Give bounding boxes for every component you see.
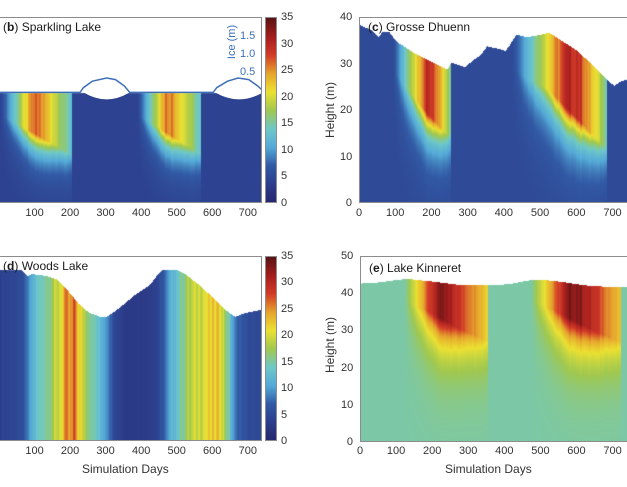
x-tick-label: 500 xyxy=(167,445,186,457)
colorbar-tick-label: 0 xyxy=(281,197,288,209)
y-tick-label: 10 xyxy=(341,398,354,411)
panel-title-d: (d) Woods Lake xyxy=(3,259,89,273)
x-tick-label: 700 xyxy=(238,445,257,457)
x-axis-label-d: Simulation Days xyxy=(82,462,169,476)
y-tick-label: 40 xyxy=(340,11,353,23)
ice-axis-label: Ice (m) xyxy=(226,24,238,60)
x-tick-label: 600 xyxy=(567,445,586,457)
plot-area-e: (e) Lake Kinneret xyxy=(360,256,627,442)
x-axis-label-e: Simulation Days xyxy=(445,462,532,476)
x-tick-label: 300 xyxy=(458,207,477,219)
plot-area-c: (c) Grosse Dhuenn xyxy=(359,17,627,203)
x-tick-label: 500 xyxy=(167,207,186,219)
x-tick-label: 400 xyxy=(131,445,151,457)
colorbar-tick-label: 0 xyxy=(281,435,288,447)
y-tick-label: 50 xyxy=(341,250,354,262)
x-tick-label: 100 xyxy=(386,207,405,219)
x-tick-label: 700 xyxy=(603,207,622,219)
y-axis-label-c: Height (m) xyxy=(323,81,337,139)
x-tick-label: 300 xyxy=(459,445,478,457)
colorbar-d xyxy=(265,256,277,441)
x-tick-label: 300 xyxy=(96,207,115,219)
y-tick-label: 0 xyxy=(345,197,352,209)
x-tick-label: 0 xyxy=(356,445,364,457)
x-tick-label: 200 xyxy=(60,207,80,219)
heatmap-c xyxy=(360,18,627,202)
colorbar-b xyxy=(265,17,277,203)
heatmap-d xyxy=(0,257,261,440)
panel-title-c: (c) Grosse Dhuenn xyxy=(368,20,471,34)
colorbar-tick-label: 15 xyxy=(281,117,294,130)
colorbar-tick-label: 35 xyxy=(281,250,294,262)
colorbar-tick-label: 30 xyxy=(281,37,294,50)
colorbar-tick-label: 5 xyxy=(281,170,288,183)
plot-area-d: (d) Woods Lake xyxy=(0,256,262,441)
x-tick-label: 100 xyxy=(386,445,406,457)
ice-tick-1-0: 1.0 xyxy=(240,48,256,60)
y-tick-label: 20 xyxy=(341,361,354,374)
y-tick-label: 30 xyxy=(340,57,353,70)
x-tick-label: 300 xyxy=(96,445,115,457)
panel-title-e: (e) Lake Kinneret xyxy=(369,261,462,275)
colorbar-tick-label: 20 xyxy=(281,329,294,342)
x-tick-label: 600 xyxy=(203,207,222,219)
x-tick-label: 0 xyxy=(355,207,363,219)
y-tick-label: 10 xyxy=(340,150,353,163)
x-tick-label: 600 xyxy=(203,445,222,457)
y-tick-label: 40 xyxy=(341,287,354,300)
colorbar-tick-label: 5 xyxy=(281,408,288,421)
x-tick-label: 700 xyxy=(238,207,257,219)
x-tick-label: 500 xyxy=(531,445,550,457)
x-tick-label: 200 xyxy=(422,445,442,457)
colorbar-tick-label: 30 xyxy=(281,276,294,289)
y-tick-label: 0 xyxy=(346,436,353,448)
colorbar-tick-label: 25 xyxy=(281,302,294,315)
x-tick-label: 200 xyxy=(60,445,80,457)
x-tick-label: 400 xyxy=(131,207,151,219)
x-tick-label: 400 xyxy=(495,445,514,457)
x-tick-label: 700 xyxy=(603,445,622,457)
panel-title-b: (b) Sparkling Lake xyxy=(3,20,102,34)
heatmap-e xyxy=(361,257,627,441)
x-tick-label: 400 xyxy=(494,207,514,219)
y-tick-label: 20 xyxy=(340,104,353,116)
colorbar-tick-label: 15 xyxy=(281,355,294,368)
colorbar-tick-label: 35 xyxy=(281,11,294,23)
x-tick-label: 200 xyxy=(422,207,441,219)
heatmap-b xyxy=(0,18,261,202)
x-tick-label: 100 xyxy=(25,445,44,457)
colorbar-tick-label: 20 xyxy=(281,90,294,103)
x-tick-label: 100 xyxy=(25,207,44,219)
ice-tick-1-5: 1.5 xyxy=(240,30,256,42)
ice-tick-0-5: 0.5 xyxy=(240,66,256,78)
plot-area-b: (b) Sparkling Lake xyxy=(0,17,262,203)
y-tick-label: 30 xyxy=(341,324,354,337)
colorbar-tick-label: 25 xyxy=(281,64,294,77)
x-tick-label: 600 xyxy=(567,207,586,219)
y-axis-label-e: Height (m) xyxy=(323,316,337,374)
colorbar-tick-label: 10 xyxy=(281,143,294,156)
x-tick-label: 500 xyxy=(530,207,550,219)
colorbar-tick-label: 10 xyxy=(281,382,294,395)
